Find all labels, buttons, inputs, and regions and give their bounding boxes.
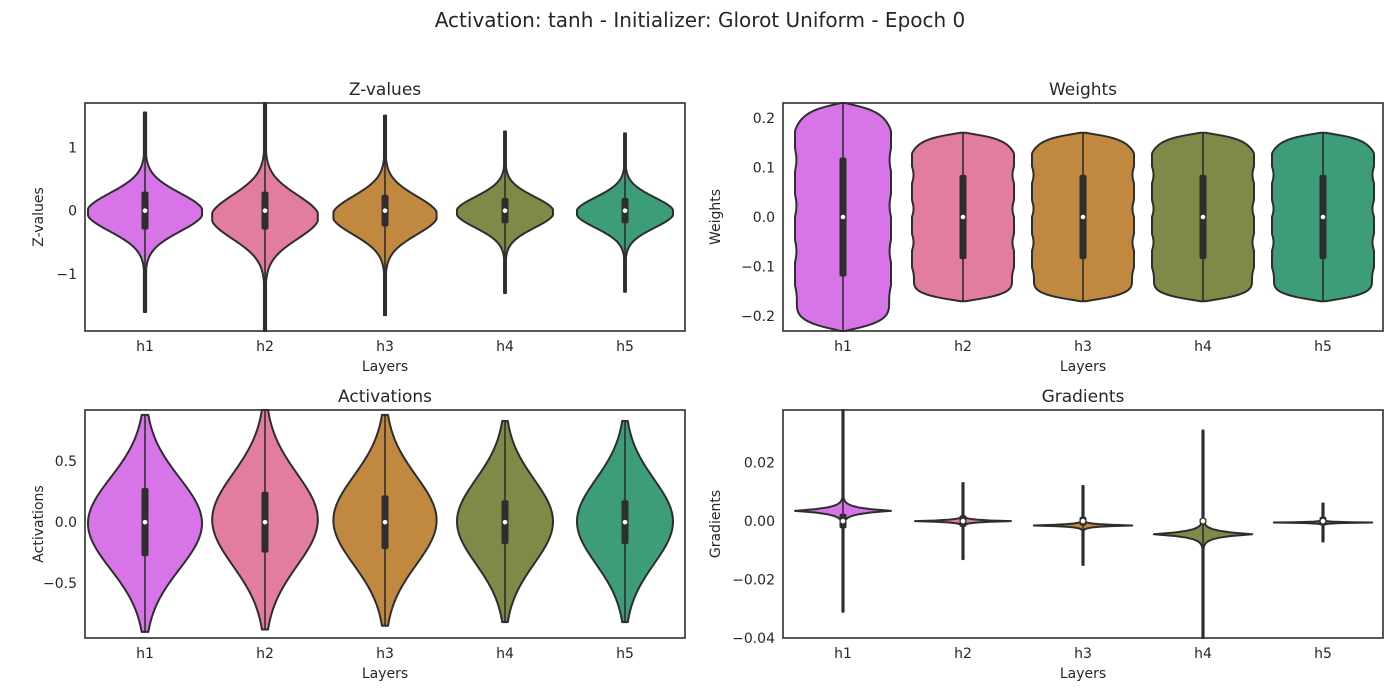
median-dot-h4 <box>1200 518 1206 524</box>
median-dot-h1 <box>840 214 846 220</box>
y-tick-label: 0.0 <box>55 515 77 531</box>
x-tick-label: h1 <box>136 339 154 355</box>
y-axis-label: Weights <box>708 189 724 245</box>
x-tick-label: h5 <box>616 646 634 662</box>
y-tick-label: −1 <box>56 267 77 283</box>
x-tick-label: h2 <box>256 339 274 355</box>
y-tick-label: 1 <box>68 140 77 156</box>
axes-frame <box>84 102 686 332</box>
y-tick-label: −0.02 <box>732 573 775 589</box>
median-dot-h4 <box>502 519 508 525</box>
median-dot-h3 <box>382 208 388 213</box>
panel-weights: 0.2 0.1 0.0 −0.1 −0.2 h1 h2 h3 h4 h5 Weights Layers… <box>708 80 1384 375</box>
axes-frame <box>782 102 1384 332</box>
y-tick-label: −0.5 <box>43 576 77 592</box>
x-tick-label: h1 <box>834 646 852 662</box>
x-tick-label: h1 <box>834 339 852 355</box>
panel-activations: 0.5 0.0 −0.5 h1 h2 h3 h4 h5 Activations Layers Act… <box>31 387 686 682</box>
x-tick-label: h4 <box>496 339 514 355</box>
median-dot-h5 <box>1320 214 1326 220</box>
median-dot-h3 <box>1080 518 1086 524</box>
x-tick-label: h4 <box>1194 339 1212 355</box>
x-axis-label: Layers <box>1060 666 1106 682</box>
x-tick-label: h3 <box>1074 646 1092 662</box>
x-axis-label: Layers <box>362 666 408 682</box>
axes-frame <box>782 409 1384 639</box>
median-dot-h1 <box>142 208 148 213</box>
panel-title: Weights <box>1049 80 1117 100</box>
x-tick-label: h2 <box>256 646 274 662</box>
y-tick-label: 0.2 <box>753 111 775 127</box>
panel-title: Gradients <box>1042 387 1125 407</box>
y-tick-label: 0.02 <box>744 456 775 472</box>
panel-title: Z-values <box>349 80 421 100</box>
x-axis-label: Layers <box>362 359 408 375</box>
x-tick-label: h5 <box>1314 646 1332 662</box>
y-tick-label: 0.1 <box>753 160 775 176</box>
x-tick-label: h2 <box>954 339 972 355</box>
median-dot-h4 <box>502 208 508 213</box>
x-tick-label: h4 <box>1194 646 1212 662</box>
median-dot-h2 <box>262 519 268 525</box>
y-tick-label: 0.5 <box>55 454 77 470</box>
y-axis-label: Z-values <box>31 187 47 247</box>
median-dot-h2 <box>960 214 966 220</box>
y-tick-label: −0.2 <box>741 309 775 325</box>
x-tick-label: h1 <box>136 646 154 662</box>
y-axis-label: Gradients <box>708 490 724 558</box>
x-tick-label: h4 <box>496 646 514 662</box>
y-tick-label: 0.0 <box>753 210 775 226</box>
x-tick-label: h2 <box>954 646 972 662</box>
panel-title: Activations <box>338 387 432 407</box>
x-axis-label: Layers <box>1060 359 1106 375</box>
y-tick-label: 0.00 <box>744 514 775 530</box>
x-tick-label: h3 <box>376 339 394 355</box>
median-dot-h1 <box>840 518 846 524</box>
figure-suptitle: Activation: tanh - Initializer: Glorot U… <box>434 8 966 32</box>
median-dot-h2 <box>262 208 268 213</box>
y-tick-label: −0.1 <box>741 260 775 276</box>
x-tick-label: h3 <box>376 646 394 662</box>
median-dot-h5 <box>1320 518 1326 524</box>
median-dot-h3 <box>1080 214 1086 220</box>
panel-z-values: 1 0 −1 h1 h2 h3 h4 h5 Z-values Layers Z-values <box>31 80 686 375</box>
axes-frame <box>84 409 686 639</box>
y-tick-label: 0 <box>68 204 77 220</box>
x-tick-label: h5 <box>616 339 634 355</box>
median-dot-h3 <box>382 519 388 525</box>
median-dot-h4 <box>1200 214 1206 220</box>
x-tick-label: h5 <box>1314 339 1332 355</box>
median-dot-h2 <box>960 518 966 524</box>
y-tick-label: −0.04 <box>732 631 775 647</box>
x-tick-label: h3 <box>1074 339 1092 355</box>
panel-gradients: 0.02 0.00 −0.02 −0.04 h1 h2 h3 h4 h5 Gradients Lay… <box>708 387 1384 682</box>
median-dot-h5 <box>622 519 628 525</box>
median-dot-h1 <box>142 519 148 525</box>
median-dot-h5 <box>622 208 628 213</box>
y-axis-label: Activations <box>31 485 47 562</box>
